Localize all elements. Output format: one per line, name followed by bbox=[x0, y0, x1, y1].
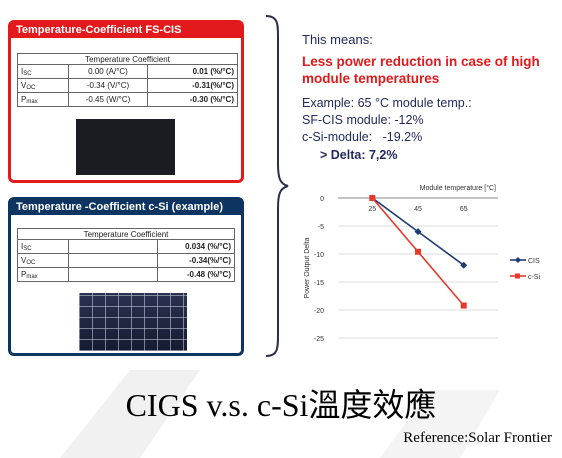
y-tick-label: -15 bbox=[314, 280, 324, 287]
table-title: Temperature Coefficient bbox=[17, 228, 235, 240]
data-point bbox=[414, 228, 422, 236]
watermark-shape bbox=[60, 370, 500, 458]
y-tick-label: -5 bbox=[318, 224, 324, 231]
headline-text: Less power reduction in case of high mod… bbox=[302, 54, 540, 86]
table-row: Pmax -0.45 (W/°C) -0.30 (%/°C) bbox=[17, 92, 238, 107]
x-tick-label: 65 bbox=[460, 206, 468, 213]
reference-text: Reference:Solar Frontier bbox=[403, 430, 552, 446]
legend-marker bbox=[515, 273, 520, 279]
legend-marker bbox=[515, 257, 521, 263]
data-point bbox=[369, 195, 376, 201]
csi-result-line: c-Si-module: -19.2% bbox=[302, 130, 423, 144]
cis-module-image bbox=[76, 119, 175, 175]
data-point bbox=[460, 302, 467, 309]
y-tick-label: -10 bbox=[314, 252, 324, 259]
csi-coefficient-card: Temperature -Coefficient c-Si (example) … bbox=[8, 197, 244, 356]
delta-line: > Delta: 7,2% bbox=[320, 148, 398, 162]
table-row: VOC -0.34(%/°C) bbox=[17, 253, 235, 268]
data-point bbox=[460, 261, 468, 269]
table-row: Pmax -0.48 (%/°C) bbox=[17, 267, 235, 282]
curly-brace-shape bbox=[265, 15, 289, 357]
table-row: ISC 0.034 (%/°C) bbox=[17, 239, 235, 254]
cis-coefficient-card: Temperature-Coefficient FS-CIS Temperatu… bbox=[8, 20, 244, 183]
y-axis-label: Power Output Delta bbox=[304, 237, 311, 298]
y-tick-label: -20 bbox=[314, 308, 324, 315]
power-output-chart: 0 -5 -10 -15 -20 -25 25 45 65 Module temperature … bbox=[304, 184, 541, 343]
legend-label: c-Si bbox=[528, 274, 541, 281]
x-tick-label: 45 bbox=[414, 206, 422, 213]
x-tick-label: 25 bbox=[368, 206, 376, 213]
y-tick-label: 0 bbox=[320, 196, 324, 203]
y-tick-label: -25 bbox=[314, 336, 324, 343]
means-label: This means: bbox=[302, 32, 373, 47]
data-point bbox=[415, 248, 421, 255]
cis-card-header: Temperature-Coefficient FS-CIS bbox=[11, 23, 241, 38]
table-row: ISC 0.00 (A/°C) 0.01 (%/°C) bbox=[17, 64, 238, 79]
csi-module-image bbox=[79, 293, 187, 351]
example-line: Example: 65 °C module temp.: bbox=[302, 96, 472, 110]
legend-label: CIS bbox=[528, 258, 540, 265]
csi-coefficient-table: Temperature Coefficient ISC 0.034 (%/°C)… bbox=[17, 228, 235, 282]
cis-result-line: SF-CIS module: -12% bbox=[302, 113, 424, 127]
table-title: Temperature Coefficient bbox=[17, 53, 238, 65]
csi-card-header: Temperature -Coefficient c-Si (example) bbox=[11, 200, 241, 215]
cis-coefficient-table: Temperature Coefficient ISC 0.00 (A/°C) … bbox=[17, 53, 238, 107]
table-row: VOC -0.34 (V/°C) -0.31(%/°C) bbox=[17, 78, 238, 93]
x-axis-label: Module temperature [°C] bbox=[420, 184, 496, 192]
slide-title: CIGS v.s. c-Si溫度效應 bbox=[125, 387, 437, 423]
